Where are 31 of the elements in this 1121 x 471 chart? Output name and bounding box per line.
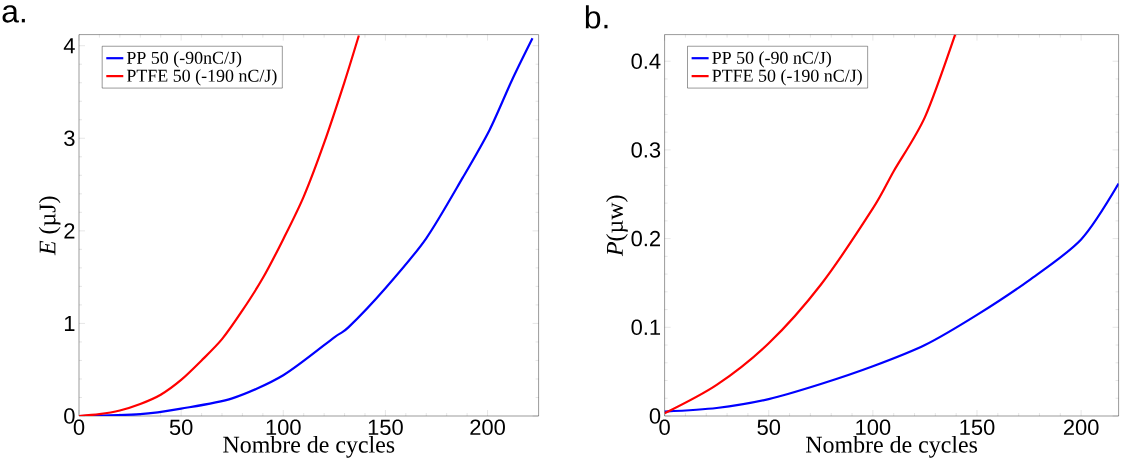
x-tick-label: 150 — [960, 419, 995, 436]
line-series — [664, 34, 957, 415]
legend-label: PTFE 50 (-190 nC/J) — [126, 69, 277, 86]
x-tick-label: 50 — [757, 419, 781, 436]
y-tick-label: 0.1 — [631, 319, 661, 336]
y-tick-label: 0.3 — [631, 142, 661, 158]
y-axis-title: E (µJ) — [38, 196, 61, 256]
chart-title: b. — [585, 5, 608, 29]
x-axis-title: Nombre de cycles — [805, 435, 978, 458]
x-tick-label: 100 — [266, 419, 301, 436]
y-tick-label: 0.2 — [631, 230, 660, 247]
legend-label: PTFE 50 (-190 nC/J) — [712, 69, 862, 86]
y-tick-label: 0 — [649, 408, 661, 424]
legend-label: PP 50 (-90nC/J) — [126, 51, 242, 68]
legend-label: PP 50 (-90 nC/J) — [712, 51, 831, 68]
y-axis-title: P(µw) — [606, 195, 628, 257]
y-tick-label: 1 — [64, 315, 75, 331]
y-tick-label: 2 — [64, 223, 75, 239]
x-tick-label: 50 — [169, 419, 193, 436]
y-tick-label: 0.4 — [631, 53, 661, 69]
x-tick-label: 200 — [470, 419, 505, 436]
x-axis-title: Nombre de cycles — [223, 435, 395, 458]
x-tick-label: 150 — [368, 419, 403, 436]
x-tick-label: 200 — [1063, 419, 1099, 436]
x-tick-label: 100 — [856, 419, 891, 436]
y-tick-label: 4 — [63, 38, 75, 54]
y-tick-label: 3 — [64, 130, 75, 147]
line-series — [664, 182, 1119, 413]
y-tick-label: 0 — [64, 408, 75, 424]
line-series — [79, 34, 360, 416]
chart-title: a. — [2, 5, 25, 23]
